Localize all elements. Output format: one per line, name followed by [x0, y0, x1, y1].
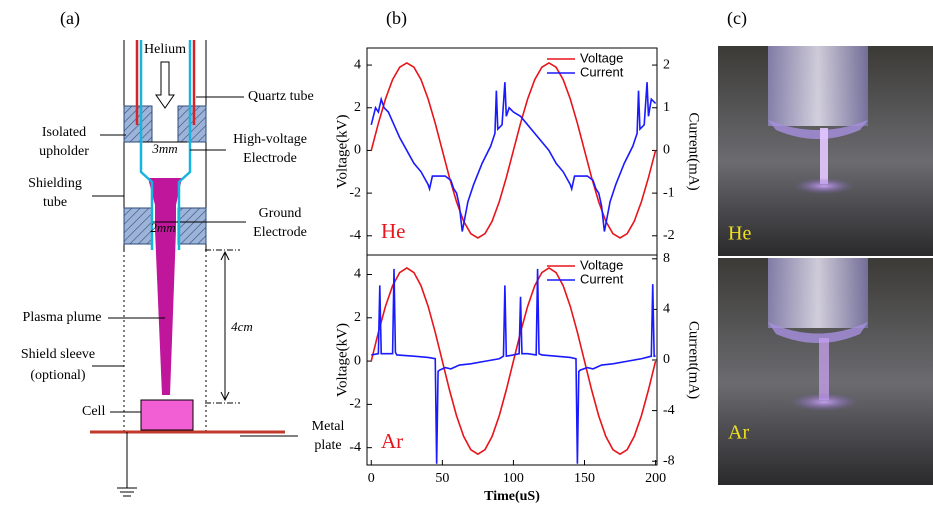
x-axis-label: Time(uS) [484, 489, 540, 504]
label: tube [43, 195, 67, 210]
gas-arrow [155, 61, 175, 109]
y-tick-label: 0 [354, 353, 361, 368]
photos: He Ar [718, 46, 933, 485]
y-tick-label: 4 [354, 267, 361, 282]
y2-tick-label: 0 [663, 143, 670, 158]
y-tick-label: -4 [349, 440, 361, 455]
y-tick-label: -4 [349, 228, 361, 243]
label: (optional) [30, 368, 86, 383]
leader-lines [92, 96, 298, 437]
label: Shield sleeve [21, 347, 95, 362]
panel-label: (b) [386, 8, 407, 29]
series-line [370, 82, 657, 232]
series-line [370, 267, 657, 456]
photo-label: He [728, 223, 751, 245]
label: Helium [144, 42, 186, 57]
y2-axis-label: Current(mA) [686, 321, 702, 399]
quartz-tube [139, 40, 192, 250]
label: High-voltage [233, 132, 307, 147]
y2-tick-label: 4 [663, 302, 670, 317]
legend-label: Voltage [580, 50, 623, 65]
y2-tick-label: -1 [663, 185, 675, 200]
x-tick-label: 100 [503, 471, 524, 486]
label: Cell [82, 404, 105, 419]
label: upholder [39, 144, 89, 159]
y2-tick-label: -2 [663, 228, 675, 243]
x-tick-label: 0 [368, 471, 375, 486]
charts: -4-2024-2-1012VoltageCurrentHeVoltage(kV… [334, 47, 702, 504]
label: Metal [312, 419, 345, 434]
photo-label: Ar [728, 422, 749, 444]
label: Shielding [28, 176, 82, 191]
x-tick-label: 50 [435, 471, 449, 486]
x-tick-label: 200 [645, 471, 666, 486]
legend-label: Current [580, 64, 624, 79]
legend-label: Voltage [580, 257, 623, 272]
label: Isolated [42, 125, 86, 140]
label: Electrode [243, 151, 297, 166]
y-tick-label: 2 [354, 100, 361, 115]
photo [718, 258, 933, 485]
upholder [177, 105, 207, 143]
y2-tick-label: -8 [663, 453, 675, 468]
panel-label: (a) [60, 8, 80, 29]
dimension-arrow [220, 250, 230, 402]
y-tick-label: 0 [354, 143, 361, 158]
annotation: He [381, 219, 406, 243]
y2-tick-label: -4 [663, 403, 675, 418]
ground-symbol [117, 487, 137, 497]
y2-tick-label: 1 [663, 100, 670, 115]
ground-electrode [123, 207, 153, 245]
series-line [371, 268, 656, 464]
label: Quartz tube [248, 89, 314, 104]
label: Electrode [253, 225, 307, 240]
y-tick-label: 4 [354, 57, 361, 72]
y2-tick-label: 8 [663, 251, 670, 266]
ground-electrode [177, 207, 207, 245]
label: Ground [259, 206, 302, 221]
plot-frame [366, 254, 658, 466]
x-tick-label: 150 [574, 471, 595, 486]
legend-label: Current [580, 271, 624, 286]
y2-tick-label: 2 [663, 57, 670, 72]
plasma-plume [148, 178, 182, 395]
y-tick-label: 2 [354, 310, 361, 325]
label: plate [314, 438, 341, 453]
y2-tick-label: 0 [663, 352, 670, 367]
label: Plasma plume [23, 310, 102, 325]
annotation: Ar [381, 429, 403, 453]
y-tick-label: -2 [349, 397, 361, 412]
photo [718, 46, 933, 256]
y-axis-label: Voltage(kV) [334, 115, 350, 189]
y-axis-label: Voltage(kV) [334, 323, 350, 397]
panel-label: (c) [727, 8, 747, 29]
cell [140, 399, 194, 431]
y2-axis-label: Current(mA) [686, 112, 702, 190]
diagram: Helium Quartz tube Isolated upholder Hig… [21, 40, 345, 497]
label: 2mm [150, 220, 175, 235]
y-tick-label: -2 [349, 185, 361, 200]
label: 4cm [231, 319, 253, 334]
series-line [370, 62, 657, 239]
label: 3mm [151, 141, 177, 156]
